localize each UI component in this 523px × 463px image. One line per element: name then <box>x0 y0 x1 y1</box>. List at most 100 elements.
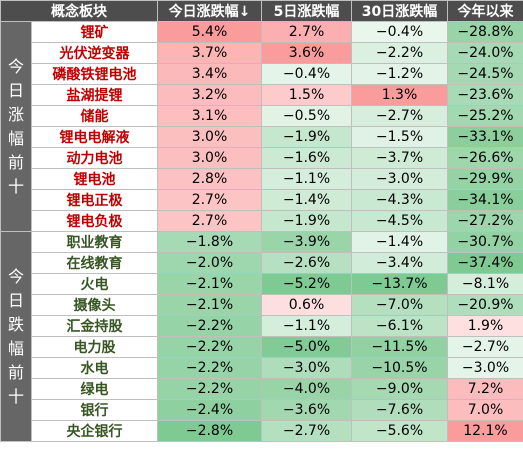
today-change-cell: −2.2% <box>157 378 262 400</box>
ytd-change-cell: −24.0% <box>447 42 523 64</box>
ytd-change-cell: −37.4% <box>447 252 523 274</box>
table-row[interactable]: 火电 −2.1% −5.2% −13.7% −8.1% <box>1 273 523 295</box>
sector-name: 锂电池 <box>31 168 158 190</box>
sector-name: 职业教育 <box>31 231 158 253</box>
header-ytd-change: 今年以来 <box>447 0 523 22</box>
sector-name: 光伏逆变器 <box>31 42 158 64</box>
table-row[interactable]: 磷酸铁锂电池 3.4% −0.4% −1.2% −24.5% <box>1 63 523 85</box>
table-row[interactable]: 动力电池 3.0% −1.6% −3.7% −26.6% <box>1 147 523 169</box>
five-day-change-cell: −1.9% <box>261 210 352 232</box>
thirty-day-change-cell: −3.4% <box>351 252 448 274</box>
today-change-cell: −1.8% <box>157 231 262 253</box>
five-day-change-cell: −1.9% <box>261 126 352 148</box>
today-change-cell: 2.7% <box>157 189 262 211</box>
group-label: 今日跌幅前十 <box>0 231 32 442</box>
five-day-change-cell: 0.6% <box>261 294 352 316</box>
sector-name: 水电 <box>31 357 158 379</box>
thirty-day-change-cell: −4.3% <box>351 189 448 211</box>
ytd-change-cell: −30.7% <box>447 231 523 253</box>
table-row[interactable]: 锂电负极 2.7% −1.9% −4.5% −27.2% <box>1 210 523 232</box>
table-row[interactable]: 储能 3.1% −0.5% −2.7% −25.2% <box>1 105 523 127</box>
table-row[interactable]: 央企银行 −2.8% −2.7% −5.6% 12.1% <box>1 420 523 442</box>
five-day-change-cell: −1.1% <box>261 315 352 337</box>
ytd-change-cell: −29.9% <box>447 168 523 190</box>
five-day-change-cell: −1.6% <box>261 147 352 169</box>
ytd-change-cell: 7.2% <box>447 378 523 400</box>
table-row[interactable]: 水电 −2.2% −3.0% −10.5% −3.0% <box>1 357 523 379</box>
ytd-change-cell: −34.1% <box>447 189 523 211</box>
ytd-change-cell: −26.6% <box>447 147 523 169</box>
today-change-cell: −2.1% <box>157 294 262 316</box>
sector-name: 锂矿 <box>31 21 158 43</box>
five-day-change-cell: −1.4% <box>261 189 352 211</box>
table-row[interactable]: 摄像头 −2.1% 0.6% −7.0% −20.9% <box>1 294 523 316</box>
today-change-cell: 3.0% <box>157 147 262 169</box>
table-row[interactable]: 银行 −2.4% −3.6% −7.6% 7.0% <box>1 399 523 421</box>
thirty-day-change-cell: −3.7% <box>351 147 448 169</box>
thirty-day-change-cell: −1.5% <box>351 126 448 148</box>
ytd-change-cell: 7.0% <box>447 399 523 421</box>
ytd-change-cell: 1.9% <box>447 315 523 337</box>
ytd-change-cell: −24.5% <box>447 63 523 85</box>
table-row[interactable]: 今日跌幅前十 职业教育 −1.8% −3.9% −1.4% −30.7% <box>0 231 523 442</box>
table-row[interactable]: 汇金持股 −2.2% −1.1% −6.1% 1.9% <box>1 315 523 337</box>
sector-name: 银行 <box>31 399 158 421</box>
ytd-change-cell: −28.8% <box>447 21 523 43</box>
group-label: 今日涨幅前十 <box>0 21 32 232</box>
sector-performance-table: 概念板块 今日涨跌幅↓ 5日涨跌幅 30日涨跌幅 今年以来 今日涨幅前十 锂矿 5.… <box>0 0 523 442</box>
sector-name: 央企银行 <box>31 420 158 442</box>
table-row[interactable]: 光伏逆变器 3.7% 3.6% −2.2% −24.0% <box>1 42 523 64</box>
table-row[interactable]: 锂电电解液 3.0% −1.9% −1.5% −33.1% <box>1 126 523 148</box>
sector-name: 动力电池 <box>31 147 158 169</box>
today-change-cell: 5.4% <box>157 21 262 43</box>
sector-name: 在线教育 <box>31 252 158 274</box>
thirty-day-change-cell: −13.7% <box>351 273 448 295</box>
sector-name: 储能 <box>31 105 158 127</box>
group-label-text: 今日跌幅前十 <box>7 266 24 406</box>
thirty-day-change-cell: −1.2% <box>351 63 448 85</box>
header-today-change[interactable]: 今日涨跌幅↓ <box>157 0 262 22</box>
today-change-cell: 3.2% <box>157 84 262 106</box>
today-change-cell: 3.0% <box>157 126 262 148</box>
table-row[interactable]: 锂电池 2.8% −1.1% −3.0% −29.9% <box>1 168 523 190</box>
header-row: 概念板块 今日涨跌幅↓ 5日涨跌幅 30日涨跌幅 今年以来 <box>0 0 523 22</box>
today-change-cell: −2.1% <box>157 273 262 295</box>
today-change-cell: −2.8% <box>157 420 262 442</box>
five-day-change-cell: −2.7% <box>261 420 352 442</box>
thirty-day-change-cell: −9.0% <box>351 378 448 400</box>
thirty-day-change-cell: −5.6% <box>351 420 448 442</box>
ytd-change-cell: −20.9% <box>447 294 523 316</box>
sector-name: 盐湖提锂 <box>31 84 158 106</box>
table-row[interactable]: 今日涨幅前十 锂矿 5.4% 2.7% −0.4% −28.8% <box>0 21 523 232</box>
five-day-change-cell: −3.9% <box>261 231 352 253</box>
today-change-cell: −2.2% <box>157 315 262 337</box>
five-day-change-cell: −0.5% <box>261 105 352 127</box>
five-day-change-cell: −2.6% <box>261 252 352 274</box>
header-5day-change: 5日涨跌幅 <box>261 0 352 22</box>
table-row[interactable]: 绿电 −2.2% −4.0% −9.0% 7.2% <box>1 378 523 400</box>
today-change-cell: 3.1% <box>157 105 262 127</box>
table-row[interactable]: 锂电正极 2.7% −1.4% −4.3% −34.1% <box>1 189 523 211</box>
today-change-cell: −2.0% <box>157 252 262 274</box>
sector-name: 汇金持股 <box>31 315 158 337</box>
five-day-change-cell: −5.0% <box>261 336 352 358</box>
group-label-text: 今日涨幅前十 <box>7 56 24 196</box>
ytd-change-cell: −27.2% <box>447 210 523 232</box>
table-row[interactable]: 盐湖提锂 3.2% 1.5% 1.3% −23.6% <box>1 84 523 106</box>
ytd-change-cell: −25.2% <box>447 105 523 127</box>
table-row[interactable]: 电力股 −2.2% −5.0% −11.5% −2.7% <box>1 336 523 358</box>
header-30day-change: 30日涨跌幅 <box>351 0 448 22</box>
five-day-change-cell: 1.5% <box>261 84 352 106</box>
sector-name: 电力股 <box>31 336 158 358</box>
five-day-change-cell: 3.6% <box>261 42 352 64</box>
table-row[interactable]: 在线教育 −2.0% −2.6% −3.4% −37.4% <box>1 252 523 274</box>
today-change-cell: −2.2% <box>157 357 262 379</box>
sector-name: 锂电负极 <box>31 210 158 232</box>
ytd-change-cell: −23.6% <box>447 84 523 106</box>
today-change-cell: −2.4% <box>157 399 262 421</box>
ytd-change-cell: −8.1% <box>447 273 523 295</box>
today-change-cell: 2.8% <box>157 168 262 190</box>
thirty-day-change-cell: −10.5% <box>351 357 448 379</box>
ytd-change-cell: −33.1% <box>447 126 523 148</box>
sector-name: 锂电正极 <box>31 189 158 211</box>
